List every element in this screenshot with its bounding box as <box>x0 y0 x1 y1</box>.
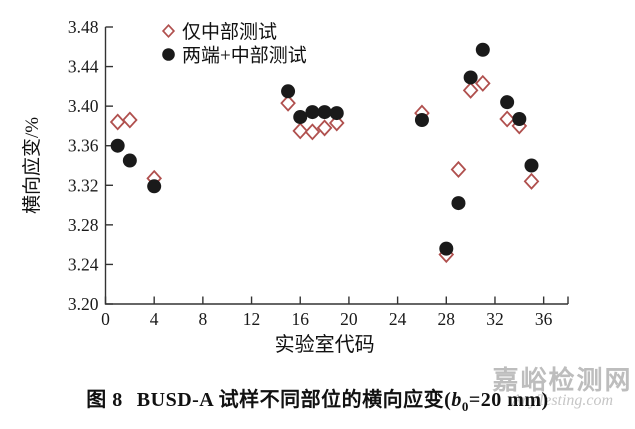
y-tick-label: 3.48 <box>68 17 99 37</box>
data-point-circle <box>147 179 162 194</box>
watermark-site-name: 嘉峪检测网 <box>492 365 633 395</box>
caption-text: BUSD-A 试样不同部位的横向应变( <box>136 389 452 411</box>
y-tick-label: 3.28 <box>68 215 99 235</box>
data-point-diamond <box>328 114 345 132</box>
x-tick-label: 16 <box>291 309 309 329</box>
data-point-circle <box>317 105 332 120</box>
data-point-circle <box>451 196 466 211</box>
x-tick-label: 0 <box>101 309 110 329</box>
data-point-circle <box>110 138 125 153</box>
series-center-only <box>109 74 540 264</box>
series-both-ends-center <box>110 42 539 256</box>
data-point-diamond <box>292 122 309 140</box>
data-point-circle <box>122 153 137 168</box>
data-point-diamond <box>474 74 491 92</box>
y-tick-label: 3.32 <box>68 175 99 195</box>
data-point-circle <box>329 106 344 121</box>
tick-labels: 0 4 8 12 16 20 24 28 32 36 3.20 3.24 3.28 3.32 3.36 3.4… <box>68 17 553 329</box>
y-tick-label: 3.44 <box>68 57 99 77</box>
data-point-circle <box>281 84 296 99</box>
y-tick-label: 3.36 <box>68 136 99 156</box>
y-tick-label: 3.20 <box>68 294 99 314</box>
caption-variable: b <box>451 389 462 411</box>
legend-label-both-ends: 两端+中部测试 <box>182 45 307 67</box>
axes <box>104 26 569 305</box>
data-point-diamond <box>462 81 479 99</box>
legend-label-center-only: 仅中部测试 <box>182 21 277 43</box>
data-point-diamond <box>304 123 321 141</box>
x-tick-label: 28 <box>438 309 456 329</box>
y-axis-title: 横向应变/% <box>21 117 43 214</box>
data-point-diamond <box>109 113 126 131</box>
data-point-diamond <box>523 172 540 190</box>
watermark: 嘉峪检测网 AnyTesting.com <box>490 364 635 410</box>
data-point-circle <box>475 42 490 57</box>
caption-tail: =20 mm) <box>468 389 549 411</box>
x-tick-label: 32 <box>486 309 504 329</box>
legend-diamond-icon <box>161 23 176 39</box>
data-point-diamond <box>316 119 333 137</box>
x-tick-label: 12 <box>243 309 261 329</box>
data-point-diamond <box>280 94 296 112</box>
data-point-circle <box>293 110 308 125</box>
watermark-site-url: AnyTesting.com <box>511 392 614 409</box>
data-point-circle <box>500 95 515 110</box>
data-point-circle <box>414 112 429 127</box>
x-tick-label: 4 <box>150 309 159 329</box>
x-tick-label: 24 <box>389 309 407 329</box>
scatter-chart: 0 4 8 12 16 20 24 28 32 36 3.20 3.24 3.28 3.32 3.36 3.4… <box>21 17 569 356</box>
data-point-circle <box>512 112 527 127</box>
data-point-diamond <box>122 111 138 129</box>
figure-caption: 图 8 BUSD-A 试样不同部位的横向应变(b0=20 mm) <box>0 383 635 415</box>
data-point-circle <box>439 241 454 256</box>
y-tick-label: 3.40 <box>68 96 99 116</box>
data-point-diamond <box>499 110 515 128</box>
x-tick-label: 20 <box>340 309 358 329</box>
caption-figure-number: 图 8 <box>86 389 123 411</box>
legend-circle-icon <box>162 48 175 61</box>
y-tick-label: 3.24 <box>68 254 99 274</box>
x-tick-label: 36 <box>535 309 553 329</box>
x-tick-label: 8 <box>198 309 207 329</box>
data-point-circle <box>524 158 539 173</box>
caption-variable-subscript: 0 <box>461 399 469 414</box>
x-axis-title: 实验室代码 <box>275 333 375 356</box>
data-point-diamond <box>450 160 467 178</box>
data-point-circle <box>305 105 320 120</box>
data-point-circle <box>463 70 478 85</box>
